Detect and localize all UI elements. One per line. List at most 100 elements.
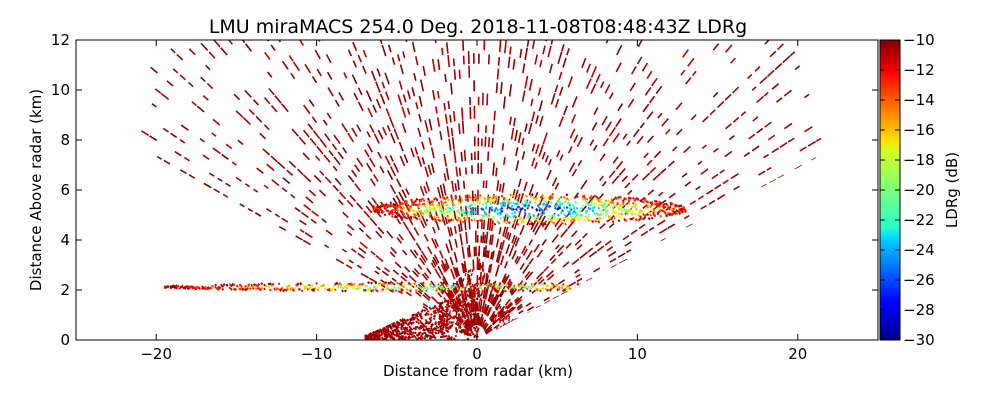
radar-gate (576, 208, 578, 209)
radar-gate (558, 200, 560, 201)
radar-gate (392, 216, 394, 217)
radar-gate (221, 285, 223, 286)
radar-gate (494, 224, 496, 225)
radar-gate (405, 337, 406, 338)
radar-gate (533, 215, 535, 216)
radar-gate (423, 288, 425, 289)
radar-gate (634, 200, 636, 201)
colorbar-tick-label: −16 (903, 121, 935, 139)
radar-gate (423, 327, 424, 328)
radar-gate (492, 138, 493, 148)
radar-gate (438, 217, 440, 218)
radar-gate (472, 311, 473, 312)
radar-gate (601, 214, 603, 215)
radar-gate (430, 320, 431, 321)
radar-gate (563, 284, 565, 285)
radar-gate (618, 207, 620, 208)
radar-gate (438, 321, 439, 322)
radar-gate (539, 221, 541, 222)
radar-gate (624, 219, 626, 220)
radar-gate (467, 215, 469, 216)
radar-gate (306, 287, 308, 288)
radar-gate (406, 203, 408, 204)
radar-gate (635, 204, 637, 205)
radar-gate (415, 337, 416, 338)
radar-gate (409, 322, 410, 323)
radar-gate (465, 273, 466, 276)
radar-gate (426, 206, 428, 207)
radar-gate (471, 220, 473, 221)
radar-gate (406, 201, 408, 202)
radar-gate (427, 288, 429, 289)
radar-gate (426, 209, 428, 210)
radar-gate (487, 94, 488, 106)
radar-gate (584, 197, 586, 198)
radar-gate (469, 245, 470, 257)
radar-gate (425, 210, 427, 211)
radar-gate (444, 320, 445, 323)
radar-gate (415, 332, 416, 333)
radar-gate (460, 310, 461, 311)
radar-gate (251, 285, 253, 286)
radar-gate (417, 211, 419, 212)
radar-gate (448, 101, 449, 109)
radar-gate (482, 283, 484, 284)
radar-gate (572, 205, 574, 206)
radar-gate (398, 336, 399, 337)
radar-gate (420, 201, 422, 202)
radar-gate (440, 321, 441, 322)
radar-gate (607, 205, 609, 206)
radar-gate (309, 285, 311, 286)
radar-gate (571, 209, 573, 210)
radar-gate (435, 323, 436, 324)
radar-gate (411, 329, 412, 330)
radar-gate (640, 216, 642, 217)
radar-gate (609, 216, 611, 217)
radar-gate (635, 209, 637, 210)
radar-gate (495, 284, 497, 285)
radar-gate (542, 284, 544, 285)
radar-gate (538, 288, 540, 289)
radar-gate (428, 211, 430, 212)
radar-gate (495, 196, 497, 197)
radar-gate (463, 287, 465, 288)
radar-gate (441, 331, 442, 332)
radar-gate (406, 213, 408, 214)
radar-gate (612, 202, 614, 203)
radar-gate (491, 284, 492, 287)
radar-gate (358, 286, 360, 287)
radar-gate (446, 313, 447, 316)
radar-gate (517, 196, 519, 197)
radar-gate (445, 325, 446, 328)
radar-gate (465, 219, 467, 220)
radar-gate (371, 283, 373, 284)
radar-gate (446, 287, 448, 288)
colorbar-tick-label: −24 (903, 241, 935, 259)
radar-gate (257, 285, 259, 286)
radar-gate (400, 337, 401, 338)
radar-gate (515, 286, 517, 287)
radar-gate (444, 103, 445, 110)
radar-gate (607, 221, 609, 222)
radar-gate (409, 319, 410, 320)
radar-gate (568, 199, 570, 200)
radar-gate (513, 222, 515, 223)
radar-gate (468, 247, 469, 257)
radar-gate (575, 212, 577, 213)
chart-title: LMU miraMACS 254.0 Deg. 2018-11-08T08:48… (209, 16, 747, 38)
radar-gate (545, 198, 547, 199)
radar-gate (402, 319, 403, 320)
radar-gate (497, 209, 499, 210)
radar-gate (394, 287, 396, 288)
radar-gate (442, 204, 444, 205)
radar-gate (472, 322, 473, 323)
radar-gate (425, 334, 426, 335)
radar-gate (464, 308, 465, 311)
radar-gate (421, 335, 422, 336)
radar-gate (429, 318, 430, 319)
radar-gate (443, 324, 444, 325)
radar-gate (504, 203, 506, 204)
radar-gate (430, 205, 432, 206)
radar-gate (477, 293, 478, 294)
